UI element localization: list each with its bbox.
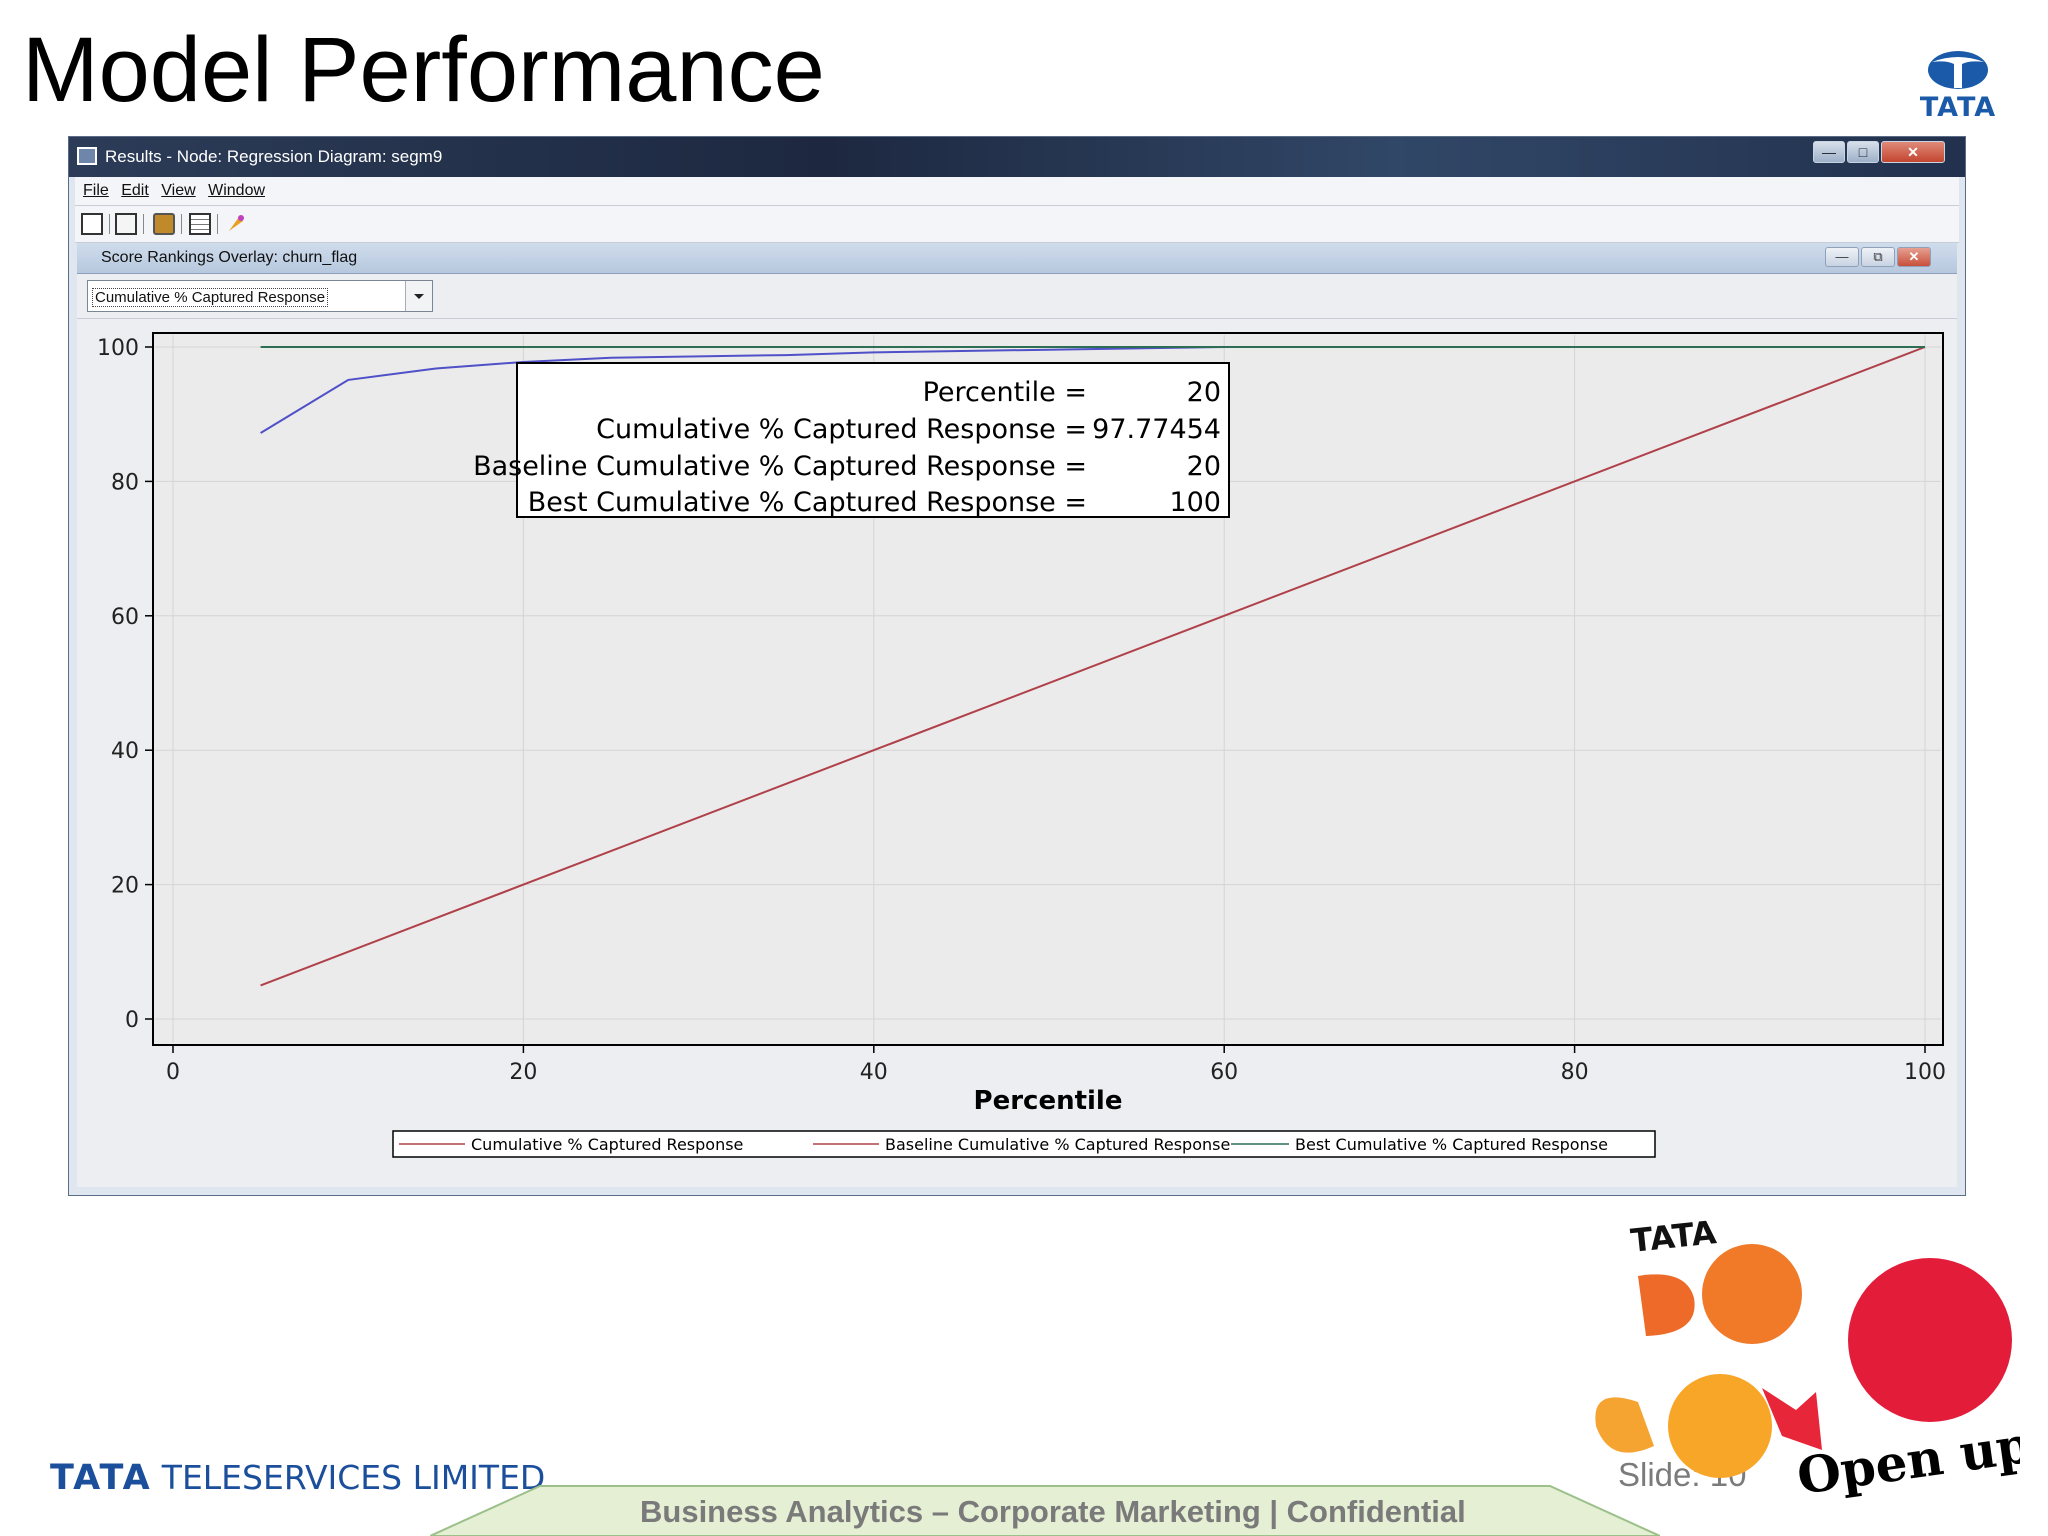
statistic-dropdown[interactable]: Cumulative % Captured Response xyxy=(87,280,433,312)
docomo-red-circle xyxy=(1848,1258,2012,1422)
table-icon[interactable] xyxy=(189,213,211,235)
data-tooltip: Percentile = 20 Cumulative % Captured Re… xyxy=(473,362,1230,518)
menu-view[interactable]: View xyxy=(161,182,196,199)
minimize-button[interactable]: — xyxy=(1813,141,1845,163)
footer-banner xyxy=(430,1485,1660,1536)
legend-label-best: Best Cumulative % Captured Response xyxy=(1295,1135,1608,1154)
toolbar xyxy=(75,206,1959,243)
y-tick-label: 40 xyxy=(111,739,139,764)
x-tick-label: 80 xyxy=(1561,1060,1589,1085)
y-tick-label: 100 xyxy=(97,336,139,361)
x-tick-label: 40 xyxy=(860,1060,888,1085)
tooltip-label-3: Best Cumulative % Captured Response = xyxy=(528,487,1087,518)
inner-minimize-button[interactable]: — xyxy=(1825,247,1859,267)
inner-restore-button[interactable]: ⧉ xyxy=(1861,247,1895,267)
window-titlebar[interactable]: Results - Node: Regression Diagram: segm… xyxy=(69,137,1965,177)
x-tick-label: 100 xyxy=(1904,1060,1946,1085)
x-tick-label: 0 xyxy=(166,1060,180,1085)
x-axis-label: Percentile xyxy=(974,1086,1123,1116)
tooltip-label-0: Percentile = xyxy=(923,377,1087,408)
tata-logo-text: TATA xyxy=(1919,92,1997,123)
legend-label-baseline: Baseline Cumulative % Captured Response xyxy=(885,1135,1230,1154)
print-icon[interactable] xyxy=(153,213,175,235)
wizard-icon[interactable] xyxy=(225,213,247,235)
docomo-brand-text: TATA xyxy=(1629,1213,1718,1260)
legend-label-cumulative: Cumulative % Captured Response xyxy=(471,1135,743,1154)
statistic-dropdown-value: Cumulative % Captured Response xyxy=(92,288,329,307)
plot-panel: 0 20 40 60 80 100 0 20 40 60 80 100 Percentile Cumu… xyxy=(77,319,1957,1187)
tata-teleservices-logo: TATA TELESERVICES LIMITED xyxy=(50,1458,545,1498)
slide-title: Model Performance xyxy=(22,19,825,121)
maximize-button[interactable]: □ xyxy=(1847,141,1879,163)
score-rankings-chart[interactable]: 0 20 40 60 80 100 0 20 40 60 80 100 Percentile Cumu… xyxy=(77,319,1957,1189)
y-tick-label: 80 xyxy=(111,470,139,495)
page-icon[interactable] xyxy=(115,213,137,235)
tata-logo: TATA xyxy=(1918,48,1998,123)
tooltip-value-1: 97.77454 xyxy=(1092,414,1221,445)
statistic-selector-row: Cumulative % Captured Response xyxy=(77,274,1957,319)
chart-series xyxy=(260,346,1926,987)
x-tick-label: 20 xyxy=(509,1060,537,1085)
tooltip-label-2: Baseline Cumulative % Captured Response … xyxy=(473,451,1087,482)
y-tick-label: 60 xyxy=(111,605,139,630)
menu-file[interactable]: File xyxy=(83,182,109,199)
tts-brand: TATA xyxy=(50,1458,152,1498)
tata-docomo-logo: TATA Open up xyxy=(1595,1213,2020,1500)
window-app-icon xyxy=(77,147,97,165)
close-button[interactable]: ✕ xyxy=(1881,141,1945,163)
docomo-c-shape xyxy=(1595,1397,1654,1453)
window-title: Results - Node: Regression Diagram: segm… xyxy=(105,147,443,166)
x-tick-label: 60 xyxy=(1210,1060,1238,1085)
docomo-m-shape xyxy=(1762,1388,1822,1450)
docomo-tagline: Open up xyxy=(1793,1415,2020,1500)
plot-area xyxy=(152,332,1944,1046)
new-document-icon[interactable] xyxy=(81,213,103,235)
tata-emblem-icon xyxy=(1928,51,1988,89)
y-tick-label: 20 xyxy=(111,874,139,899)
tooltip-value-3: 100 xyxy=(1169,487,1221,518)
docomo-d-shape xyxy=(1638,1274,1695,1336)
tts-name: TELESERVICES LIMITED xyxy=(161,1458,546,1497)
inner-window-title: Score Rankings Overlay: churn_flag xyxy=(101,249,358,266)
footer-text: Business Analytics – Corporate Marketing… xyxy=(640,1494,1466,1529)
docomo-orange-circle xyxy=(1702,1244,1802,1344)
menubar: File Edit View Window xyxy=(75,177,1959,206)
chevron-down-icon[interactable] xyxy=(405,281,432,311)
menu-window[interactable]: Window xyxy=(208,182,266,199)
tooltip-label-1: Cumulative % Captured Response = xyxy=(596,414,1087,445)
tooltip-value-0: 20 xyxy=(1187,377,1221,408)
y-tick-label: 0 xyxy=(125,1008,139,1033)
docomo-yellow-circle xyxy=(1668,1374,1772,1478)
inner-window-titlebar[interactable]: Score Rankings Overlay: churn_flag — ⧉ ✕ xyxy=(77,243,1957,274)
results-window: Results - Node: Regression Diagram: segm… xyxy=(68,136,1966,1196)
chart-legend: Cumulative % Captured Response Baseline … xyxy=(392,1130,1656,1158)
chart-axes: 0 20 40 60 80 100 0 20 40 60 80 100 xyxy=(97,336,1946,1085)
tooltip-value-2: 20 xyxy=(1187,451,1221,482)
inner-close-button[interactable]: ✕ xyxy=(1897,247,1931,267)
series-line-baseline[interactable] xyxy=(260,346,1926,987)
menu-edit[interactable]: Edit xyxy=(121,182,149,199)
